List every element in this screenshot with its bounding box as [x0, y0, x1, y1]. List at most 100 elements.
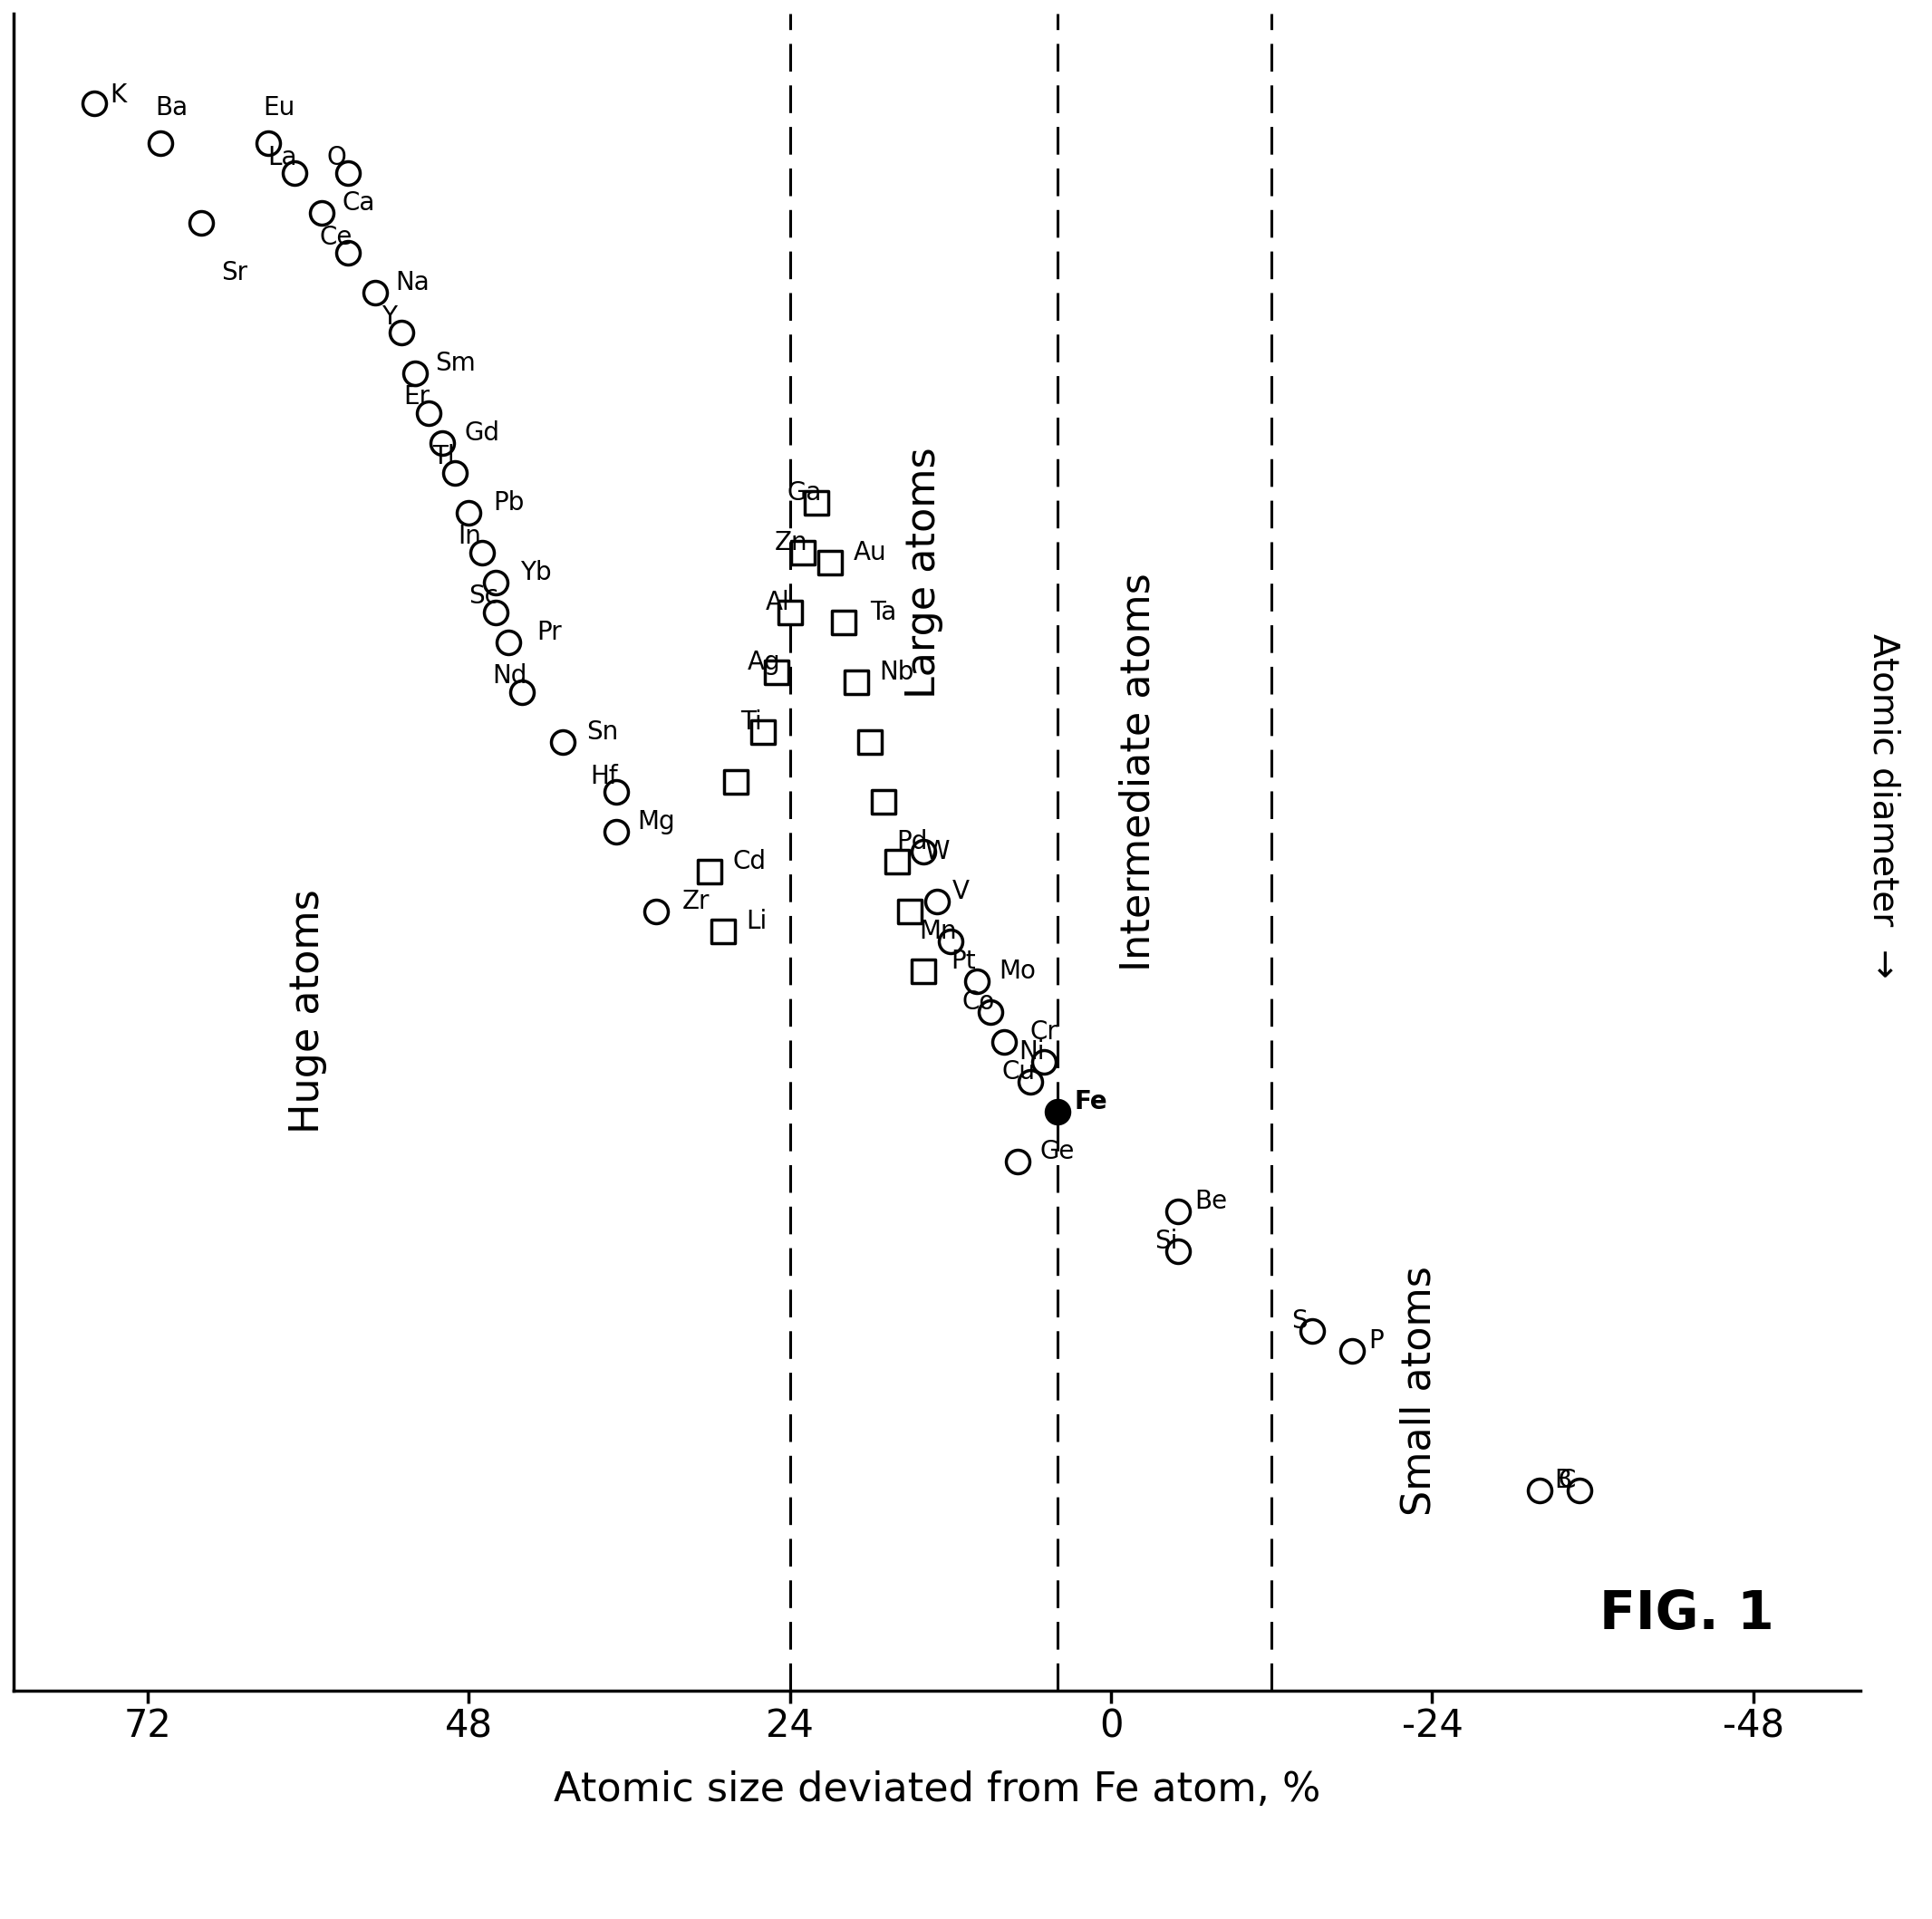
Text: Tl: Tl: [433, 443, 454, 470]
Text: Pt: Pt: [951, 950, 976, 975]
Text: Hf: Hf: [589, 764, 618, 789]
Text: Huge atoms: Huge atoms: [288, 888, 328, 1134]
Text: Gd: Gd: [464, 420, 500, 445]
Point: [829, 606, 860, 637]
Point: [895, 896, 925, 927]
Point: [479, 568, 510, 599]
Text: Intermediate atoms: Intermediate atoms: [1119, 574, 1157, 971]
Point: [962, 967, 993, 998]
Text: Cd: Cd: [732, 850, 767, 875]
Point: [386, 319, 417, 349]
Text: Nb: Nb: [879, 660, 914, 685]
Point: [332, 238, 363, 269]
Point: [854, 727, 885, 758]
Point: [601, 777, 632, 808]
Point: [922, 887, 952, 917]
Point: [1563, 1476, 1594, 1506]
Text: Sc: Sc: [468, 583, 498, 608]
Text: FIG. 1: FIG. 1: [1600, 1589, 1774, 1641]
Point: [454, 497, 485, 528]
Text: O: O: [327, 144, 346, 171]
Point: [305, 198, 336, 228]
Point: [79, 88, 110, 119]
Point: [601, 817, 632, 848]
Text: Pd: Pd: [896, 829, 927, 854]
Text: Mn: Mn: [920, 919, 956, 944]
Point: [775, 597, 806, 628]
Text: Ba: Ba: [155, 94, 187, 121]
Point: [253, 129, 284, 159]
Point: [641, 896, 672, 927]
Point: [908, 956, 939, 986]
Point: [547, 727, 578, 758]
Text: Nd: Nd: [493, 664, 527, 689]
Point: [506, 677, 537, 708]
Text: Pr: Pr: [537, 620, 562, 645]
Text: Zr: Zr: [682, 888, 709, 915]
Text: Sn: Sn: [587, 720, 618, 745]
Text: Ge: Ge: [1039, 1138, 1074, 1165]
Point: [908, 837, 939, 867]
Point: [1337, 1336, 1368, 1366]
Point: [1003, 1146, 1034, 1176]
Point: [185, 207, 216, 238]
Text: Ti: Ti: [740, 710, 761, 735]
Text: Yb: Yb: [520, 560, 551, 585]
Point: [1296, 1316, 1327, 1347]
Text: Na: Na: [396, 271, 429, 296]
Text: Small atoms: Small atoms: [1399, 1267, 1437, 1516]
Point: [976, 996, 1007, 1027]
Text: Eu: Eu: [263, 94, 294, 121]
Text: Si: Si: [1155, 1228, 1177, 1253]
Point: [493, 628, 524, 658]
Point: [881, 846, 912, 877]
Text: C: C: [1559, 1468, 1577, 1493]
Text: Mg: Mg: [638, 810, 674, 835]
Text: Cr: Cr: [1030, 1019, 1059, 1044]
Text: Al: Al: [765, 589, 790, 616]
Text: V: V: [952, 879, 970, 904]
Point: [479, 597, 510, 628]
Text: Be: Be: [1196, 1188, 1227, 1215]
Text: Au: Au: [854, 539, 887, 566]
Text: B: B: [1555, 1468, 1573, 1493]
Point: [413, 397, 444, 428]
Point: [867, 787, 898, 817]
Text: Sr: Sr: [222, 261, 247, 286]
Point: [802, 487, 833, 518]
Text: Ga: Ga: [786, 480, 821, 505]
Text: Ta: Ta: [869, 601, 896, 626]
Point: [400, 357, 431, 388]
X-axis label: Atomic size deviated from Fe atom, %: Atomic size deviated from Fe atom, %: [554, 1771, 1320, 1810]
Point: [145, 129, 176, 159]
Point: [280, 157, 311, 188]
Point: [440, 457, 471, 487]
Point: [1163, 1236, 1194, 1267]
Text: W: W: [925, 839, 949, 865]
Text: In: In: [458, 524, 481, 549]
Point: [1041, 1096, 1072, 1126]
Text: Cu: Cu: [1003, 1059, 1036, 1084]
Point: [989, 1027, 1020, 1057]
Text: Sm: Sm: [435, 351, 475, 376]
Text: Fe: Fe: [1074, 1088, 1107, 1115]
Point: [840, 668, 871, 699]
Point: [1524, 1476, 1555, 1506]
Text: Zn: Zn: [775, 530, 808, 555]
Text: S: S: [1293, 1309, 1308, 1334]
Point: [761, 656, 792, 687]
Point: [707, 917, 738, 948]
Text: K: K: [110, 83, 126, 107]
Point: [815, 547, 846, 578]
Point: [427, 428, 458, 459]
Point: [935, 927, 966, 958]
Text: Pb: Pb: [493, 489, 524, 516]
Point: [694, 856, 724, 887]
Point: [788, 537, 819, 568]
Text: P: P: [1368, 1328, 1383, 1353]
Text: Y: Y: [383, 305, 398, 330]
Point: [1163, 1196, 1194, 1226]
Text: Co: Co: [962, 988, 995, 1015]
Text: Er: Er: [404, 384, 429, 409]
Text: Ag: Ag: [748, 651, 781, 675]
